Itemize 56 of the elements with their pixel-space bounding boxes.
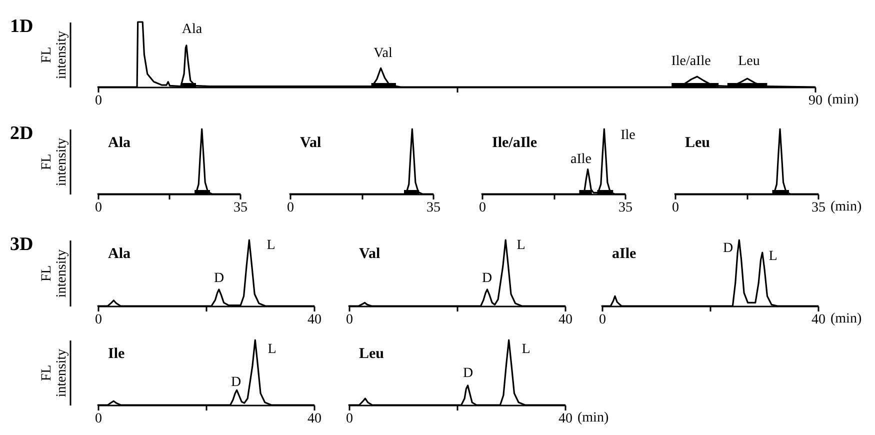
annotation: D (722, 241, 734, 256)
x-tick-label: 0 (479, 200, 486, 216)
x-tick-label: 40 (308, 312, 322, 328)
x-tick-label: 0 (287, 200, 294, 216)
annotation: Ala (182, 22, 203, 37)
text: 2D (10, 123, 34, 144)
x-axis-title: (min) (830, 200, 862, 214)
chart-title: Val (300, 135, 322, 151)
annotation: L (522, 342, 530, 357)
annotation: Leu (738, 54, 760, 69)
x-tick-label: 90 (808, 94, 822, 108)
chart-title: Leu (359, 346, 384, 362)
chart-title: Ala (108, 246, 131, 262)
text: 1D (10, 16, 34, 37)
x-tick-label: 0 (95, 312, 102, 328)
chart-title: Ile (108, 346, 126, 362)
x-tick-label: 0 (95, 94, 102, 108)
x-tick-label: 40 (812, 312, 826, 328)
chart-title: Val (359, 246, 380, 262)
x-tick-label: 40 (308, 412, 322, 426)
y-axis-title: FL intensity (40, 30, 70, 80)
text: 3D (10, 234, 34, 255)
x-tick-label: 0 (95, 412, 102, 426)
x-tick-label: 35 (426, 200, 440, 216)
annotation: aIle (570, 152, 592, 167)
x-tick-label: 35 (234, 200, 248, 216)
chart-title: Ala (108, 135, 131, 151)
annotation: D (482, 271, 492, 286)
x-tick-label: 0 (346, 412, 353, 426)
annotation: Ile (620, 128, 636, 143)
annotation: L (516, 238, 526, 253)
x-tick-label: 0 (95, 200, 102, 216)
x-axis-title: (min) (828, 92, 859, 108)
annotation: L (768, 249, 778, 264)
annotation: D (462, 366, 474, 381)
x-tick-label: 40 (558, 412, 572, 426)
annotation: L (268, 342, 276, 357)
chart-title: aIle (612, 246, 637, 262)
x-tick-label: 0 (672, 200, 679, 216)
x-tick-label: 40 (558, 312, 572, 328)
annotation: Val (374, 46, 392, 61)
annotation: L (266, 238, 276, 253)
chart-title: Ile/aIle (492, 135, 538, 151)
x-axis-title: (min) (578, 410, 609, 426)
y-axis-title: FL intensity (40, 249, 70, 298)
x-tick-label: 35 (812, 200, 826, 216)
annotation: Ile/aIle (671, 54, 711, 69)
chart-title: Leu (685, 135, 710, 151)
x-tick-label: 0 (599, 312, 606, 328)
y-axis-title: FL intensity (40, 138, 70, 186)
annotation: D (230, 375, 242, 390)
y-axis-title: FL intensity (40, 348, 70, 398)
x-tick-label: 0 (346, 312, 353, 328)
x-axis-title: (min) (830, 312, 862, 326)
x-tick-label: 35 (618, 200, 632, 216)
annotation: D (214, 271, 224, 286)
